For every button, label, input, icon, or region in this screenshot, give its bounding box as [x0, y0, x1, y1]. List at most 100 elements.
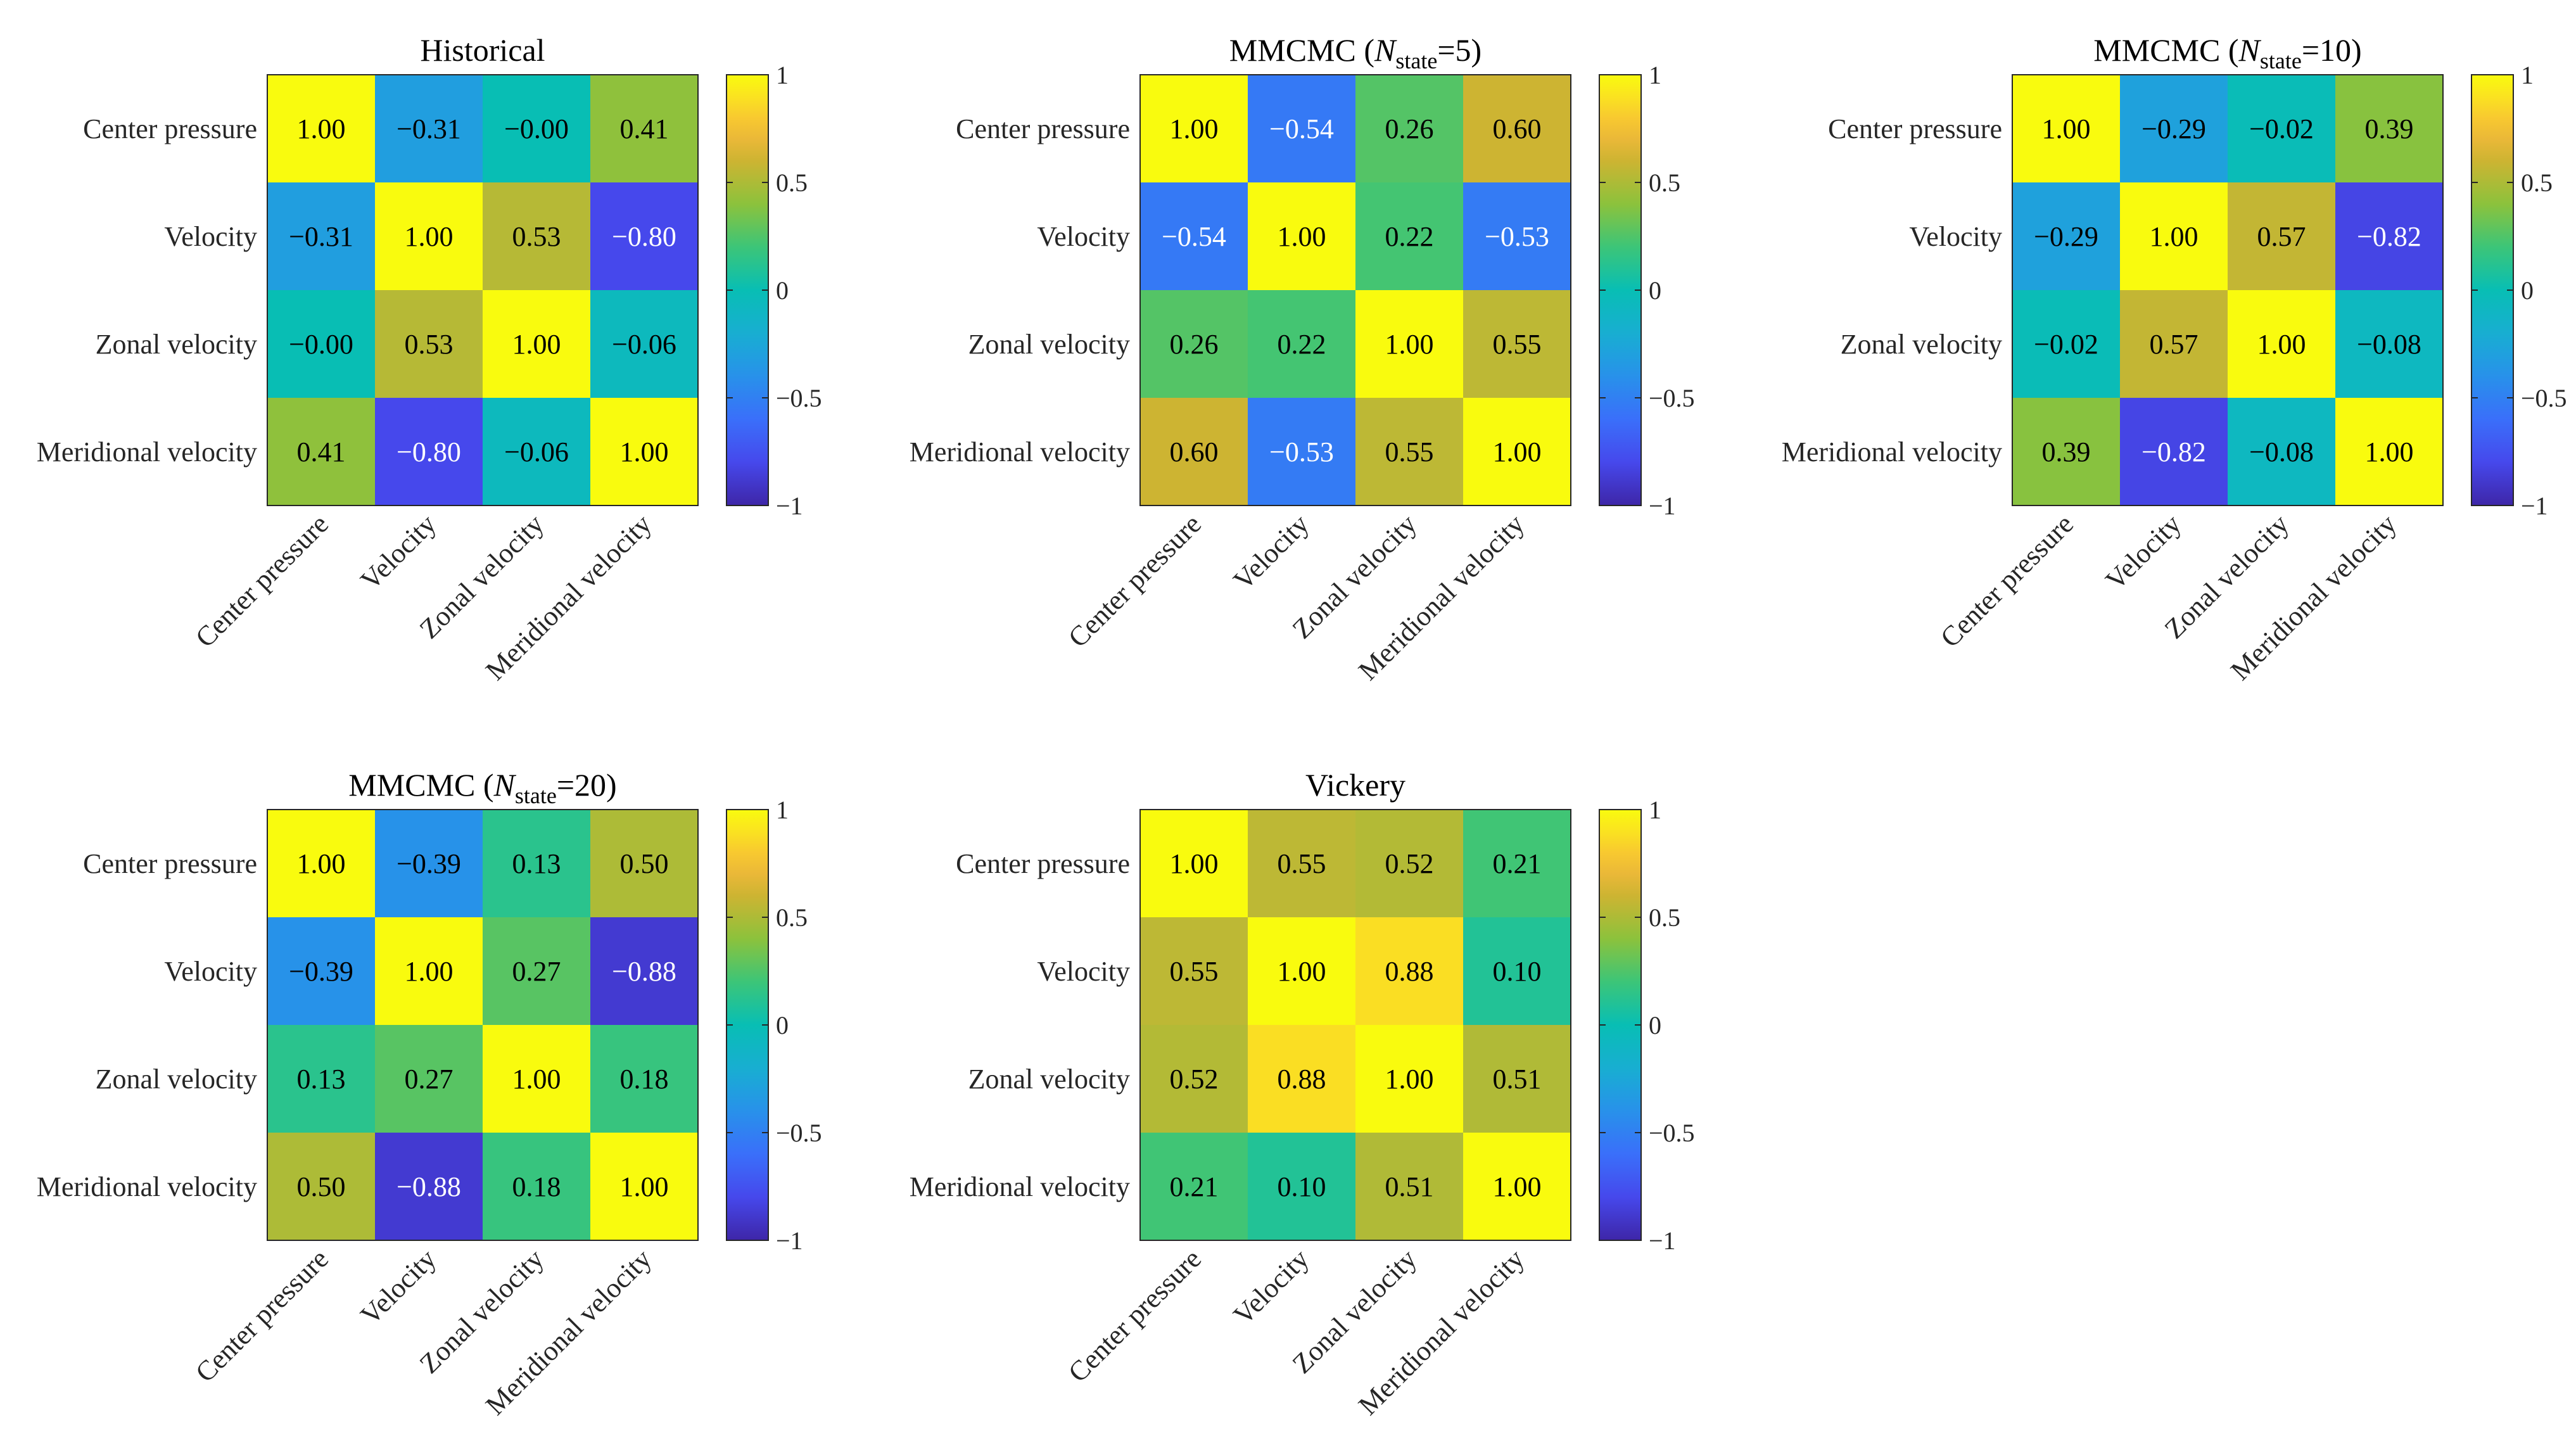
- cell-value-label: 0.41: [297, 436, 346, 467]
- row-label: Center pressure: [1828, 113, 2002, 144]
- heatmap-cell: [590, 1133, 698, 1240]
- cell-value-label: 1.00: [1385, 329, 1434, 360]
- heatmap-cell: [1140, 1133, 1248, 1240]
- heatmap-cell: [1248, 1133, 1355, 1240]
- heatmap-cell: [1355, 182, 1463, 290]
- heatmap-cell: [590, 182, 698, 290]
- cell-value-label: 0.18: [512, 1171, 561, 1202]
- cell-value-label: 0.21: [1170, 1171, 1219, 1202]
- heatmap-cell: [2012, 182, 2120, 290]
- heatmap-cell: [1355, 398, 1463, 506]
- cell-value-label: −0.06: [504, 436, 569, 467]
- heatmap-cell: [2335, 182, 2443, 290]
- cell-value-label: 1.00: [297, 848, 346, 879]
- heatmap-cell: [2120, 290, 2228, 398]
- heatmap-cell: [483, 398, 590, 506]
- panel-title: MMCMC (Nstate=5): [1229, 32, 1482, 73]
- panel-title: Vickery: [1305, 767, 1405, 803]
- heatmap-cell: [590, 398, 698, 506]
- panel-title: MMCMC (Nstate=20): [348, 767, 616, 808]
- title-italic: N: [1374, 32, 1397, 68]
- colorbar-tick-label: −0.5: [2521, 384, 2567, 412]
- cell-value-label: 1.00: [1493, 1171, 1542, 1202]
- colorbar: [726, 809, 769, 1241]
- heatmap-panel-1: Historical 1.00 −0.31 −0.00 0.41 −0.31 1.00 0.5…: [37, 32, 822, 686]
- cell-value-label: −0.08: [2249, 436, 2314, 467]
- heatmap-frame: [1139, 74, 1571, 506]
- cell-value-label: 1.00: [2365, 436, 2414, 467]
- heatmap-cell: [590, 810, 698, 917]
- row-label: Center pressure: [83, 113, 257, 144]
- colorbar-tick-label: 0: [776, 276, 789, 305]
- title-subscript: state: [2260, 48, 2302, 73]
- cell-value-label: −0.88: [612, 956, 676, 987]
- heatmap-cell: [2012, 398, 2120, 506]
- title-text: MMCMC (: [2093, 32, 2238, 68]
- heatmap-frame: [2012, 74, 2444, 506]
- column-label: Velocity: [2100, 508, 2187, 595]
- cell-value-label: 0.13: [297, 1064, 346, 1095]
- title-end: =20): [557, 767, 617, 803]
- heatmap-cell: [1463, 182, 1571, 290]
- colorbar-tick-label: 0.5: [2521, 169, 2553, 197]
- cell-value-label: 1.00: [1170, 848, 1219, 879]
- heatmap-cell: [375, 1025, 483, 1133]
- cell-value-label: −0.82: [2357, 221, 2421, 252]
- title-text: MMCMC (: [1229, 32, 1374, 68]
- row-label: Center pressure: [956, 848, 1130, 879]
- cell-value-label: 0.88: [1278, 1064, 1326, 1095]
- heatmap-cell: [1248, 75, 1355, 182]
- heatmap-cell: [1140, 290, 1248, 398]
- cell-value-label: 0.60: [1170, 436, 1219, 467]
- heatmap-cell: [2120, 75, 2228, 182]
- row-label: Meridional velocity: [37, 1171, 257, 1202]
- heatmap-cell: [590, 917, 698, 1025]
- colorbar-tick-label: 0.5: [1649, 903, 1680, 932]
- cell-value-label: 0.55: [1493, 329, 1542, 360]
- colorbar-tick-label: 0: [1649, 276, 1661, 305]
- heatmap-cell: [2228, 182, 2335, 290]
- cell-value-label: 1.00: [1170, 113, 1219, 144]
- row-label: Zonal velocity: [96, 1064, 257, 1095]
- row-label: Velocity: [164, 221, 257, 252]
- colorbar-tick-label: −1: [2521, 492, 2548, 520]
- heatmap-cell: [1463, 810, 1571, 917]
- colorbar-tick-label: −0.5: [776, 1119, 822, 1147]
- colorbar-tick-label: 0.5: [776, 169, 808, 197]
- colorbar-tick-label: 1: [1649, 61, 1661, 89]
- row-label: Velocity: [1037, 221, 1130, 252]
- row-label: Meridional velocity: [1782, 436, 2002, 467]
- cell-value-label: 0.22: [1385, 221, 1434, 252]
- cell-value-label: −0.00: [504, 113, 569, 144]
- row-label: Velocity: [164, 956, 257, 987]
- heatmap-cell: [1355, 75, 1463, 182]
- heatmap-cell: [1140, 182, 1248, 290]
- heatmap-cell: [1463, 290, 1571, 398]
- cell-value-label: 0.13: [512, 848, 561, 879]
- heatmap-cell: [267, 75, 375, 182]
- heatmap-cell: [2228, 398, 2335, 506]
- heatmap-cell: [1140, 917, 1248, 1025]
- cell-value-label: 1.00: [1278, 956, 1326, 987]
- row-label: Zonal velocity: [96, 329, 257, 360]
- heatmap-cell: [483, 75, 590, 182]
- heatmap-cell: [1140, 75, 1248, 182]
- heatmap-cell: [375, 290, 483, 398]
- heatmap-panel-3: MMCMC (Nstate=10) 1.00 −0.29 −0.02 0.39 −0.29…: [1782, 32, 2567, 686]
- row-label: Center pressure: [83, 848, 257, 879]
- panel-title: Historical: [420, 32, 545, 68]
- cell-value-label: 0.41: [620, 113, 669, 144]
- heatmap-panel-2: MMCMC (Nstate=5) 1.00 −0.54 0.26 0.60 −0.54 1.…: [910, 32, 1695, 686]
- heatmap-cell: [483, 290, 590, 398]
- title-subscript: state: [515, 783, 557, 808]
- cell-value-label: −0.02: [2249, 113, 2314, 144]
- colorbar-tick-label: −0.5: [776, 384, 822, 412]
- heatmap-cell: [1355, 1133, 1463, 1240]
- cell-value-label: 0.21: [1493, 848, 1542, 879]
- heatmap-cell: [375, 398, 483, 506]
- heatmap-cell: [483, 1133, 590, 1240]
- heatmap-cell: [2228, 75, 2335, 182]
- cell-value-label: 0.53: [512, 221, 561, 252]
- heatmap-cell: [2335, 398, 2443, 506]
- cell-value-label: 0.26: [1385, 113, 1434, 144]
